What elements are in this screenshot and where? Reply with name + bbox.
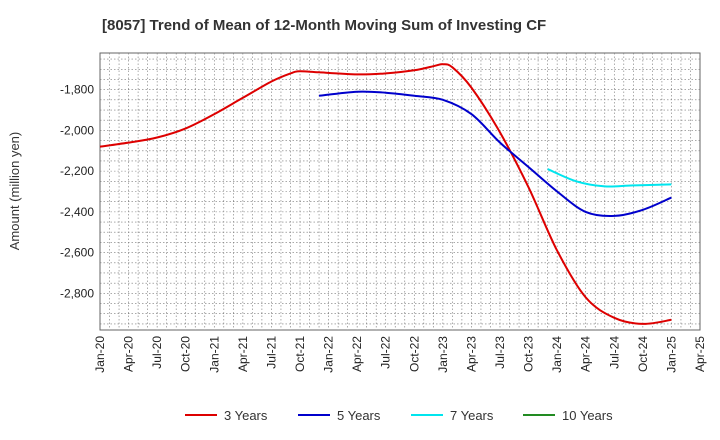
x-tick-label: Apr-20 [122, 336, 136, 372]
legend-label-10-years: 10 Years [562, 408, 613, 423]
x-tick-label: Oct-20 [179, 336, 193, 372]
chart-title: [8057] Trend of Mean of 12-Month Moving … [102, 17, 546, 34]
legend-label-3-years: 3 Years [224, 408, 268, 423]
x-tick-label: Jan-20 [93, 336, 107, 373]
series-line-5-years [318, 90, 672, 218]
series-line-7-years [547, 168, 672, 188]
y-tick-label: -1,800 [60, 83, 94, 97]
legend-label-7-years: 7 Years [450, 408, 494, 423]
y-axis-label: Amount (million yen) [7, 132, 22, 251]
x-tick-label: Apr-25 [693, 336, 707, 372]
series-line-3-years [99, 63, 672, 325]
x-tick-label: Apr-22 [350, 336, 364, 372]
x-tick-label: Jul-20 [150, 336, 164, 369]
plot-area [99, 52, 701, 331]
legend: 3 Years 5 Years 7 Years 10 Years [185, 408, 613, 423]
x-tick-label: Apr-24 [579, 336, 593, 372]
x-tick-label: Oct-24 [636, 336, 650, 372]
x-tick-label: Oct-23 [522, 336, 536, 372]
x-tick-label: Apr-21 [236, 336, 250, 372]
legend-label-5-years: 5 Years [337, 408, 381, 423]
y-tick-label: -2,000 [60, 123, 94, 137]
x-axis: Jan-20 Apr-20 Jul-20 Oct-20 Jan-21 Apr-21 Jul-… [93, 336, 707, 373]
y-tick-label: -2,200 [60, 164, 94, 178]
x-tick-label: Oct-21 [293, 336, 307, 372]
x-tick-label: Oct-22 [407, 336, 421, 372]
y-tick-label: -2,800 [60, 286, 94, 300]
grid-layer [100, 53, 700, 330]
series-layer [99, 63, 672, 325]
y-tick-label: -2,600 [60, 246, 94, 260]
x-tick-label: Jul-22 [379, 336, 393, 369]
y-tick-label: -2,400 [60, 205, 94, 219]
x-tick-label: Jan-25 [664, 336, 678, 373]
x-tick-label: Jul-21 [264, 336, 278, 369]
x-tick-label: Jan-21 [207, 336, 221, 373]
x-tick-label: Jan-22 [322, 336, 336, 373]
x-tick-label: Jan-24 [550, 336, 564, 373]
y-axis: -1,800 -2,000 -2,200 -2,400 -2,600 -2,800 [60, 83, 94, 301]
x-tick-label: Apr-23 [464, 336, 478, 372]
x-tick-label: Jul-23 [493, 336, 507, 369]
x-tick-label: Jul-24 [607, 336, 621, 369]
x-tick-label: Jan-23 [436, 336, 450, 373]
